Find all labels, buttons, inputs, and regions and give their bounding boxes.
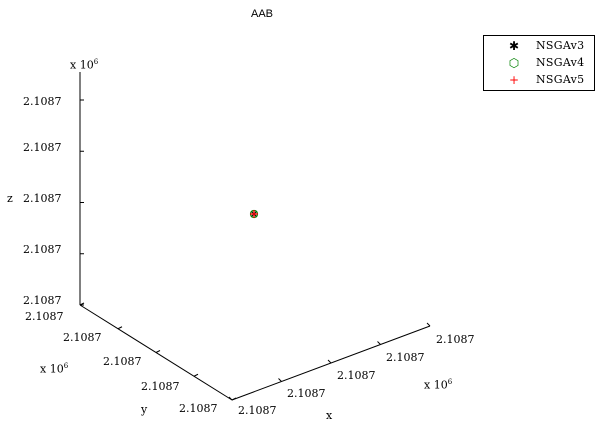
asterisk-marker-icon: ✱ <box>508 39 520 53</box>
y-tick-label: 2.1087 <box>103 355 142 368</box>
z-axis-label: z <box>7 192 13 205</box>
y-tick <box>193 373 199 377</box>
z-tick-label: 2.1087 <box>23 95 62 108</box>
x-tick <box>426 322 431 327</box>
legend: ✱ NSGAv3 ⬡ NSGAv4 + NSGAv5 <box>483 35 595 91</box>
legend-label: NSGAv4 <box>536 56 585 69</box>
legend-item-nsgav4: ⬡ NSGAv4 <box>484 55 594 71</box>
chart-title: AAB <box>250 8 273 20</box>
plus-marker-icon: + <box>508 73 520 87</box>
legend-item-nsgav5: + NSGAv5 <box>484 72 594 88</box>
z-tick-label: 2.1087 <box>23 141 62 154</box>
z-tick-marks <box>80 99 84 306</box>
x-multiplier: x 106 <box>424 378 453 392</box>
y-multiplier: x 106 <box>40 362 69 376</box>
y-tick-label: 2.1087 <box>141 380 180 393</box>
y-tick-marks <box>79 302 237 401</box>
z-tick-label: 2.1087 <box>23 243 62 256</box>
x-tick <box>278 378 282 382</box>
z-tick-label: 2.1087 <box>23 192 62 205</box>
z-multiplier: x 106 <box>70 58 99 72</box>
x-tick-label: 2.1087 <box>436 333 475 346</box>
legend-label: NSGAv5 <box>536 73 585 86</box>
y-tick <box>231 397 237 401</box>
data-point-nsgav5 <box>250 210 258 218</box>
y-tick-label: 2.1087 <box>25 310 64 323</box>
x-tick <box>377 341 381 345</box>
x-tick <box>327 359 332 364</box>
x-tick-label: 2.1087 <box>337 369 376 382</box>
x-tick-label: 2.1087 <box>238 404 277 417</box>
x-tick-label: 2.1087 <box>386 351 425 364</box>
data-points <box>249 209 259 219</box>
legend-label: NSGAv3 <box>536 39 585 52</box>
x-tick-label: 2.1087 <box>287 387 326 400</box>
y-tick <box>117 326 123 330</box>
x-tick <box>228 396 233 401</box>
z-tick-label: 2.1087 <box>23 294 62 307</box>
y-tick-label: 2.1087 <box>63 331 102 344</box>
y-tick <box>79 302 85 306</box>
y-tick <box>155 350 161 353</box>
y-tick-label: 2.1087 <box>179 402 218 415</box>
legend-item-nsgav3: ✱ NSGAv3 <box>484 38 594 54</box>
y-axis-label: y <box>141 403 148 416</box>
hexagon-marker-icon: ⬡ <box>508 56 520 70</box>
x-axis-label: x <box>326 409 333 422</box>
x-tick-marks <box>228 322 431 401</box>
